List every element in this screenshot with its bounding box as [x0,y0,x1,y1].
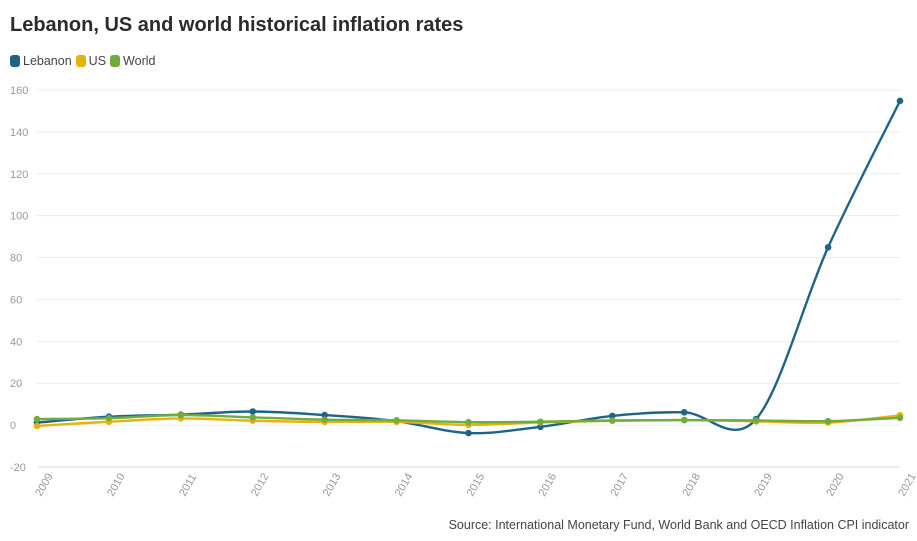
y-tick-label-20: 20 [10,378,22,390]
y-tick-label-0: 0 [10,420,16,432]
data-point-lebanon-2013 [321,411,328,419]
legend-swatch-world [110,55,121,67]
data-point-lebanon-2018 [680,409,688,416]
data-point-world-2018 [680,416,688,424]
x-tick-label-2011: 2011 [177,472,199,498]
data-point-world-2011 [177,411,185,419]
data-point-lebanon-2021 [896,97,904,105]
y-tick-label-80: 80 [10,253,22,265]
data-point-lebanon-2017 [609,412,616,420]
x-tick-label-2009: 2009 [33,471,56,498]
y-tick-label--20: -20 [10,462,26,474]
data-point-lebanon-2012 [249,408,257,415]
legend-label-lebanon: Lebanon [23,54,72,68]
data-point-us-2009 [33,422,41,430]
x-tick-label-2021: 2021 [896,471,917,498]
data-point-world-2019 [752,417,760,424]
legend-swatch-lebanon [10,55,20,67]
chart-title: Lebanon, US and world historical inflati… [10,14,464,36]
chart-legend: Lebanon US World [10,54,159,68]
legend-label-world: World [123,54,156,68]
x-tick-label-2010: 2010 [105,471,128,498]
x-tick-label-2012: 2012 [249,471,272,498]
y-tick-label-160: 160 [10,85,28,97]
data-point-world-2015 [465,418,472,426]
source-note: Source: International Monetary Fund, Wor… [448,518,909,532]
x-tick-label-2014: 2014 [393,471,416,498]
data-point-world-2012 [249,414,257,421]
data-point-world-2014 [393,416,400,424]
x-tick-label-2017: 2017 [609,471,632,498]
x-tick-label-2013: 2013 [321,471,344,498]
y-tick-label-40: 40 [10,336,22,348]
legend-item-world[interactable]: World [110,54,155,68]
data-point-lebanon-2015 [465,429,472,437]
data-point-world-2021 [896,414,904,422]
x-tick-label-2018: 2018 [680,471,703,498]
data-point-world-2017 [609,417,616,424]
data-point-world-2020 [824,417,832,425]
data-point-world-2009 [33,415,41,423]
legend-label-us: US [88,54,107,68]
legend-item-us[interactable]: US [75,54,107,68]
data-point-lebanon-2020 [824,243,832,251]
data-point-world-2016 [537,418,544,426]
y-tick-label-140: 140 [10,127,28,139]
x-tick-label-2015: 2015 [465,471,488,498]
legend-item-lebanon[interactable]: Lebanon [10,54,72,68]
y-tick-label-60: 60 [10,294,22,306]
x-tick-label-2019: 2019 [752,471,775,498]
y-tick-label-100: 100 [10,211,28,223]
legend-swatch-us [75,55,86,67]
y-tick-label-120: 120 [10,169,28,181]
data-point-world-2013 [321,416,328,423]
data-point-world-2010 [105,414,113,422]
x-tick-label-2016: 2016 [537,471,560,498]
x-tick-label-2020: 2020 [824,471,847,498]
